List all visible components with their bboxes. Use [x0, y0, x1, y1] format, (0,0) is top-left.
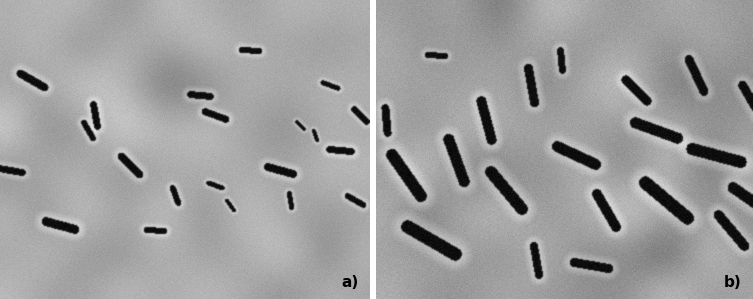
Text: b): b) [724, 275, 742, 290]
Text: a): a) [342, 275, 359, 290]
